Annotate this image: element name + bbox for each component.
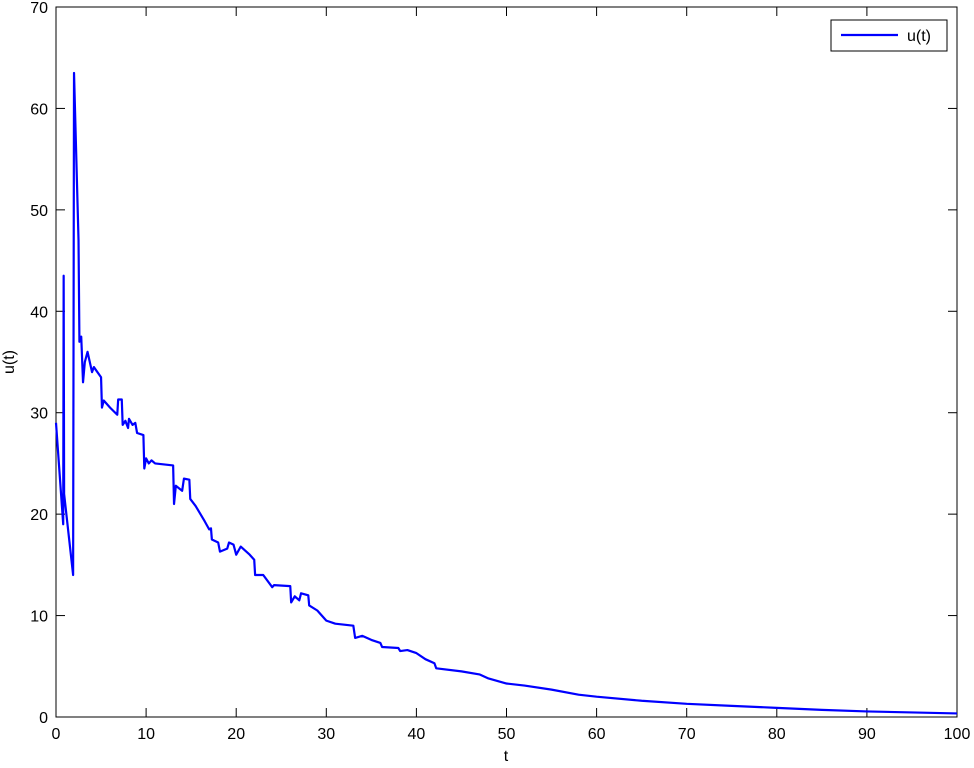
x-tick-label: 100 — [944, 726, 971, 743]
x-tick-label: 50 — [498, 726, 516, 743]
legend-label: u(t) — [907, 28, 931, 45]
x-tick-label: 90 — [858, 726, 876, 743]
y-tick-label: 30 — [30, 406, 48, 423]
y-axis-label: u(t) — [1, 350, 18, 374]
x-tick-label: 60 — [588, 726, 606, 743]
plot-frame — [55, 6, 958, 718]
x-tick-label: 40 — [408, 726, 426, 743]
x-tick-label: 80 — [768, 726, 786, 743]
x-tick-label: 20 — [227, 726, 245, 743]
y-tick-label: 0 — [39, 710, 48, 727]
x-tick-label: 70 — [678, 726, 696, 743]
x-tick-label: 0 — [52, 726, 61, 743]
data-line — [54, 71, 958, 715]
y-tick-label: 50 — [30, 203, 48, 220]
y-tick-label: 20 — [30, 507, 48, 524]
x-axis-label: t — [504, 748, 509, 765]
x-tick-label: 30 — [317, 726, 335, 743]
y-tick-label: 40 — [30, 304, 48, 321]
y-tick-label: 70 — [30, 0, 48, 17]
y-tick-label: 10 — [30, 609, 48, 626]
x-tick-label: 10 — [137, 726, 155, 743]
y-tick-label: 60 — [30, 101, 48, 118]
